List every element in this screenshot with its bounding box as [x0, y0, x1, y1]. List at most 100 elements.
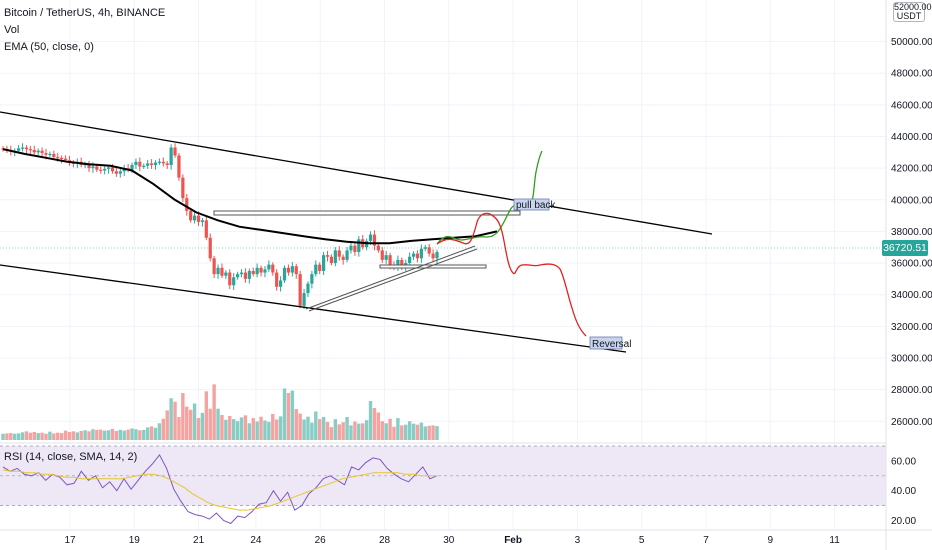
volume-bar-23: [91, 429, 95, 440]
volume-bar-26: [102, 430, 107, 440]
volume-bar-19: [75, 432, 79, 440]
candle-101: [396, 255, 400, 271]
volume-bar-13: [52, 433, 56, 440]
candle-55: [216, 264, 220, 279]
candle-6: [24, 145, 29, 154]
volume-bar-98: [384, 423, 388, 440]
candle-73: [286, 264, 291, 276]
volume-bar-17: [67, 432, 72, 440]
price-tick-10: 30000.00: [891, 353, 932, 364]
candle-72: [282, 265, 287, 283]
candle-78: [306, 281, 310, 298]
volume-bar-60: [235, 421, 240, 440]
volume-bar-81: [318, 419, 322, 440]
volume-bar-20: [79, 430, 83, 440]
candle-12: [48, 151, 52, 158]
volume-bar-47: [185, 406, 189, 440]
candle-8: [32, 145, 36, 155]
candle-31: [122, 164, 126, 177]
volume-bar-5: [20, 432, 25, 440]
volume-bar-28: [110, 428, 115, 440]
candle-65: [255, 263, 259, 278]
candle-29: [114, 167, 118, 177]
candle-40: [157, 158, 161, 165]
volume-bar-99: [388, 418, 392, 440]
time-tick-8: 3: [575, 535, 581, 546]
candle-15: [60, 155, 64, 164]
volume-bar-105: [411, 423, 416, 440]
resistance-zone[interactable]: [213, 210, 521, 216]
rsi-axis[interactable]: 60.00 40.00 20.00: [891, 456, 916, 527]
volume-bar-25: [99, 429, 103, 440]
volume-bar-106: [415, 424, 420, 440]
candle-59: [232, 273, 236, 290]
candle-48: [189, 208, 193, 223]
volume-bar-18: [71, 431, 76, 440]
rsi-band: [0, 445, 886, 506]
volume-bar-50: [196, 418, 201, 440]
price-tick-11: 28000.00: [891, 385, 932, 396]
time-tick-2: 21: [193, 535, 205, 546]
volume-bar-39: [153, 427, 158, 440]
time-tick-5: 28: [379, 535, 391, 546]
volume-bar-46: [181, 393, 185, 440]
volume-bar-15: [59, 433, 64, 440]
volume-bar-49: [192, 403, 197, 440]
wedge-lower-line-2[interactable]: [308, 248, 478, 312]
candle-105: [411, 251, 416, 260]
drawings[interactable]: pull back Reversal: [0, 111, 713, 353]
ema-legend[interactable]: EMA (50, close, 0): [4, 41, 94, 53]
price-tick-4: 42000.00: [891, 164, 932, 175]
candle-91: [357, 235, 361, 257]
candle-60: [235, 271, 240, 280]
candle-35: [138, 157, 142, 172]
volume-bar-22: [87, 431, 91, 440]
candle-22: [87, 160, 91, 173]
svg-text:pull back: pull back: [516, 200, 556, 211]
candle-111: [435, 249, 439, 264]
volume-bar-96: [376, 412, 381, 440]
channel-lower-line[interactable]: [0, 264, 627, 353]
candle-98: [384, 250, 388, 264]
pull-back-note[interactable]: pull back: [513, 198, 556, 211]
volume-bar-53: [208, 408, 212, 440]
currency-button[interactable]: 52000.00 USDT: [893, 2, 932, 22]
reversal-note[interactable]: Reversal: [589, 336, 631, 350]
candle-57: [224, 270, 228, 279]
currency-top-price: 52000.00: [894, 2, 932, 12]
volume-bar-8: [32, 432, 36, 440]
volume-bars: [1, 384, 439, 440]
volume-bar-41: [161, 418, 166, 440]
symbol-title[interactable]: Bitcoin / TetherUS, 4h, BINANCE: [4, 7, 166, 19]
last-price-label: 36720.51: [882, 240, 928, 256]
bullish-projection[interactable]: [436, 150, 543, 245]
price-axis[interactable]: 50000.00 48000.00 46000.00 44000.00 42000.00…: [891, 37, 932, 428]
volume-bar-29: [114, 430, 119, 440]
time-tick-0: 17: [64, 535, 76, 546]
candle-95: [372, 230, 377, 251]
candle-34: [134, 158, 138, 169]
wedge-lower-line[interactable]: [305, 245, 476, 310]
price-tick-3: 44000.00: [891, 132, 932, 143]
candle-58: [228, 269, 232, 290]
bearish-projection[interactable]: [436, 212, 587, 337]
candle-80: [314, 260, 318, 277]
time-axis[interactable]: 17 19 21 24 26 28 30 Feb 3 5 7 9 11: [64, 535, 840, 546]
volume-bar-10: [40, 432, 44, 440]
candle-77: [302, 288, 306, 309]
rsi-legend[interactable]: RSI (14, close, SMA, 14, 2): [4, 451, 138, 463]
channel-upper-line[interactable]: [0, 111, 713, 235]
time-tick-10: 7: [703, 535, 709, 546]
price-tick-7: 36000.00: [891, 259, 932, 270]
price-tick-1: 48000.00: [891, 69, 932, 80]
candle-30: [118, 168, 122, 178]
volume-legend[interactable]: Vol: [4, 24, 20, 36]
time-tick-11: 9: [768, 535, 774, 546]
candle-45: [177, 153, 181, 181]
volume-bar-77: [302, 419, 306, 440]
volume-bar-70: [274, 419, 279, 440]
candle-63: [247, 268, 251, 284]
ema-line: [2, 148, 498, 245]
volume-bar-108: [423, 426, 427, 440]
